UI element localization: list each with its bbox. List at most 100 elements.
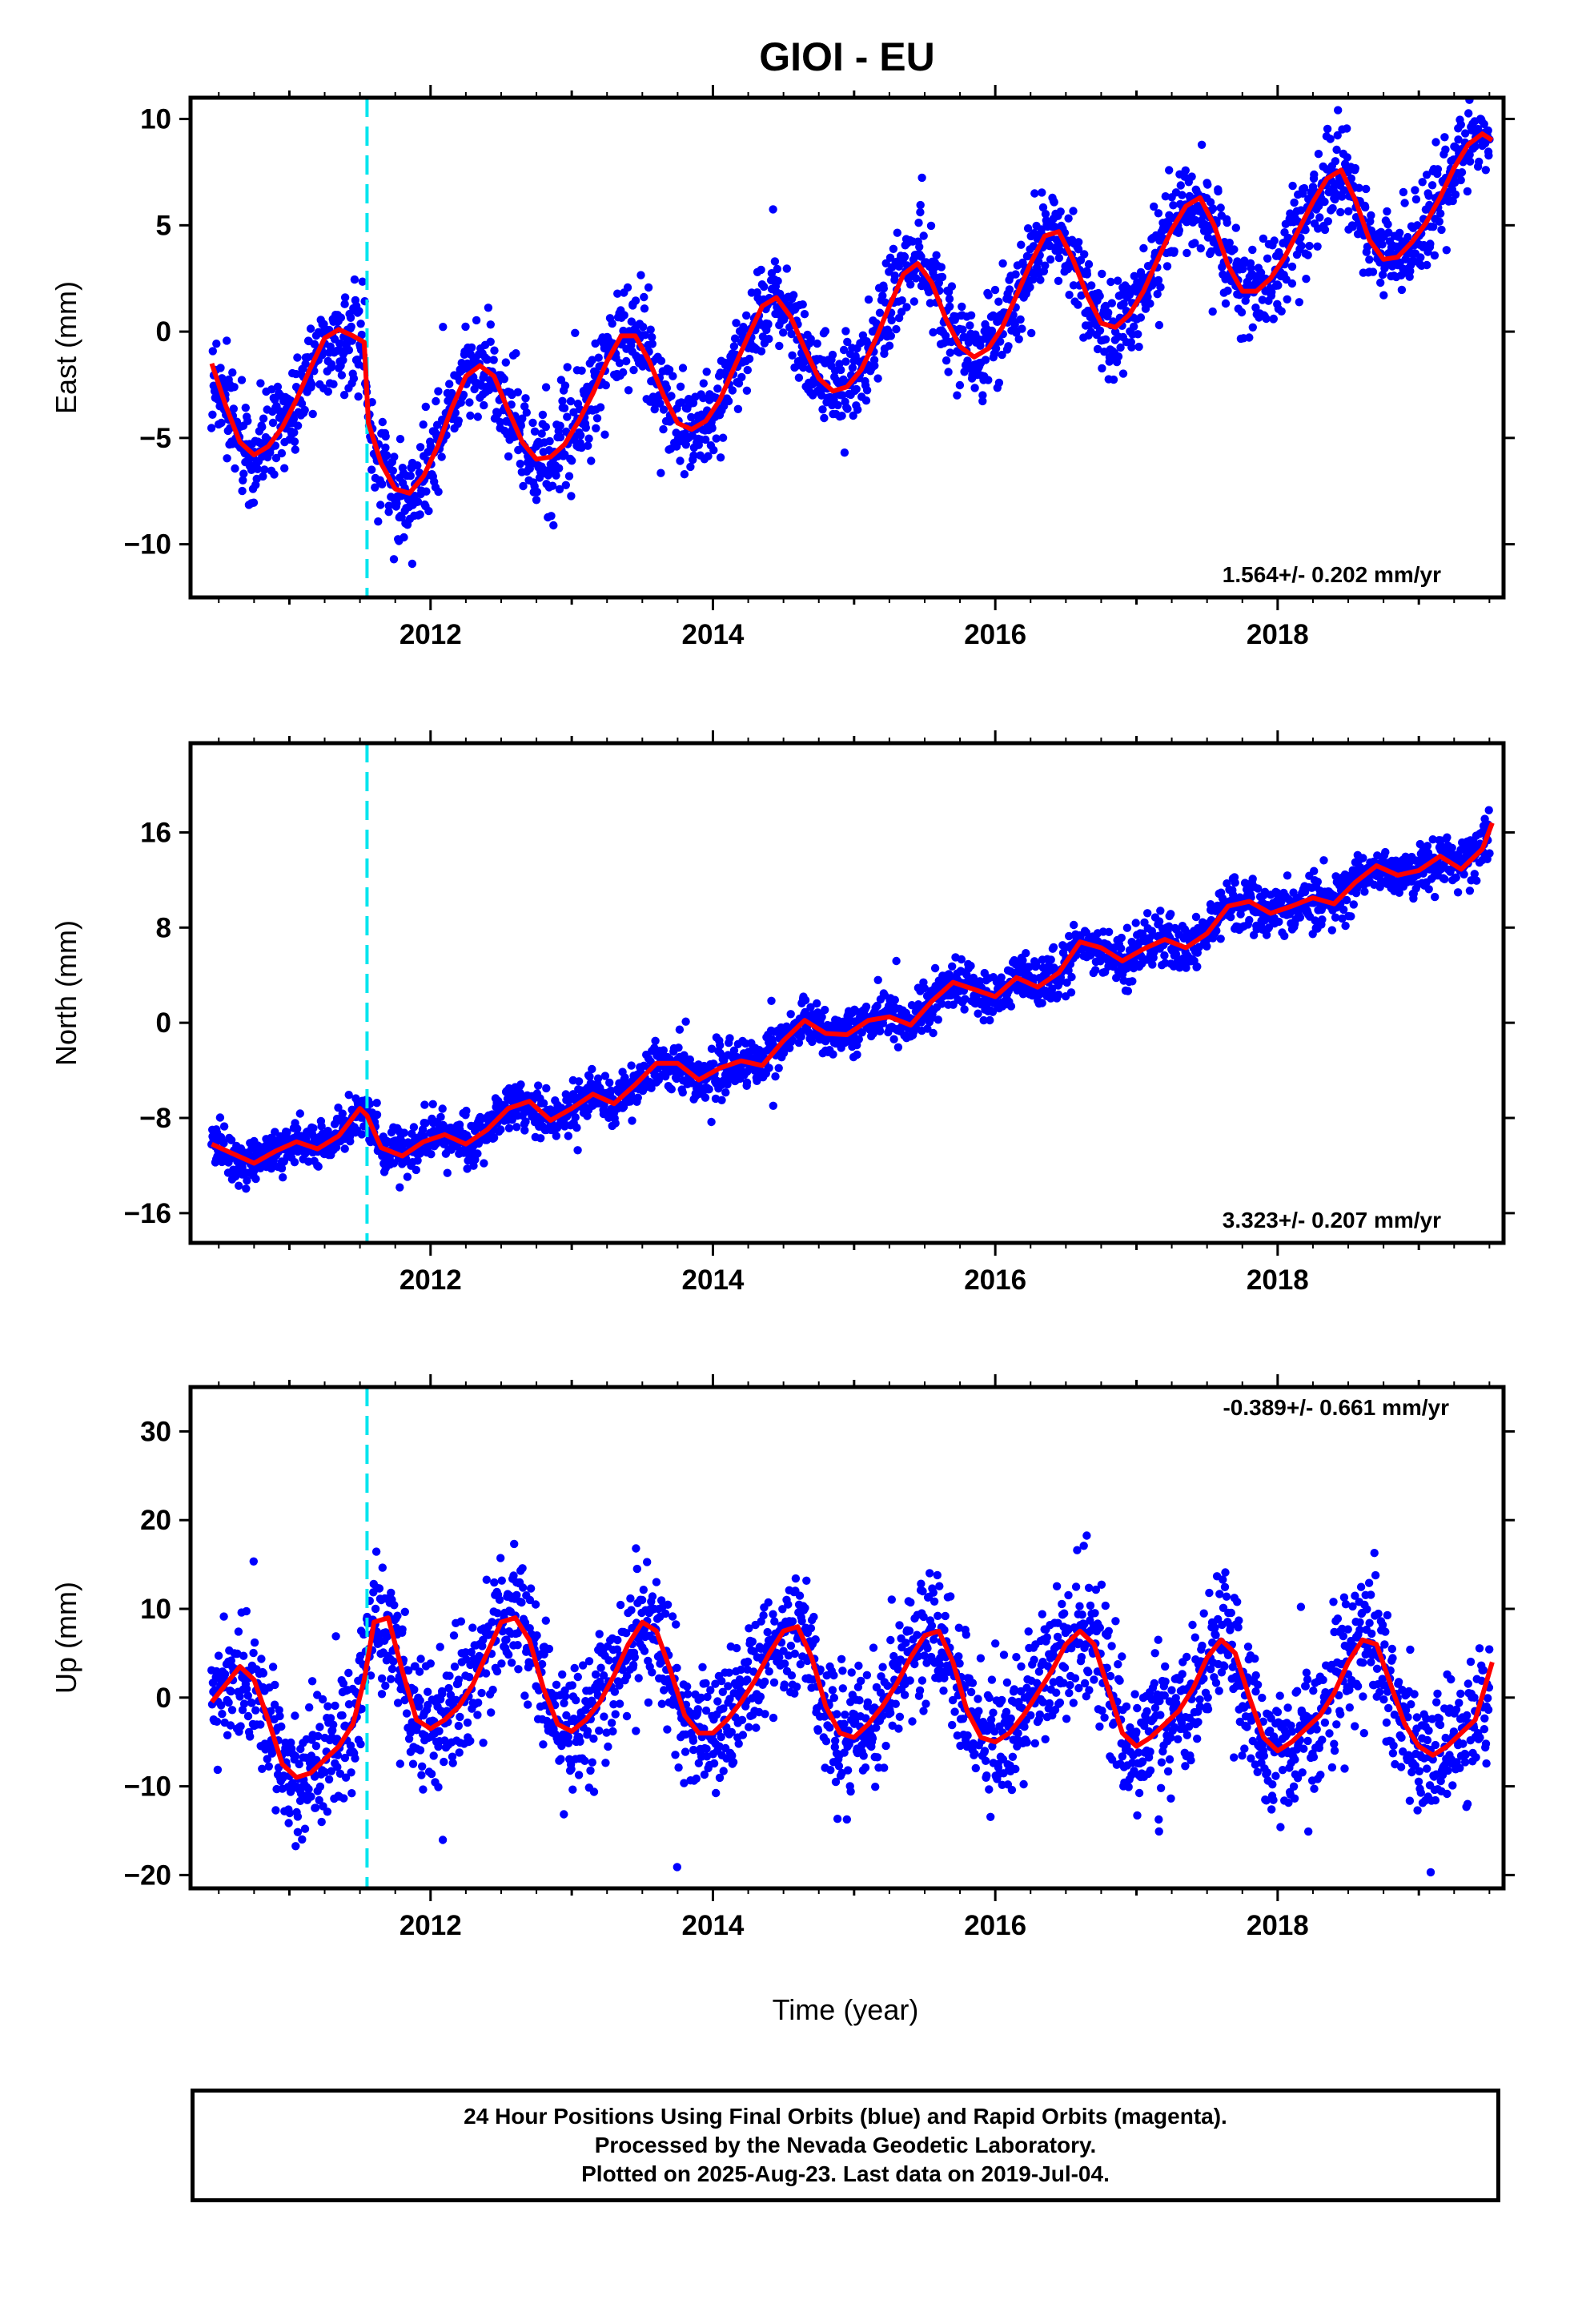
data-point xyxy=(1165,166,1174,175)
data-point xyxy=(628,1116,636,1125)
data-point xyxy=(813,999,821,1008)
data-point xyxy=(249,1557,258,1566)
data-point xyxy=(1368,267,1378,276)
data-point xyxy=(1320,225,1330,235)
data-point xyxy=(413,1156,422,1165)
data-point xyxy=(243,1711,253,1721)
data-point xyxy=(259,1669,268,1678)
data-point xyxy=(873,374,882,383)
data-point xyxy=(408,559,417,569)
data-point xyxy=(699,393,708,403)
data-point xyxy=(280,464,289,472)
data-point xyxy=(821,327,830,336)
data-point xyxy=(926,221,936,231)
data-point xyxy=(1437,225,1446,235)
data-point xyxy=(623,283,632,292)
data-point xyxy=(539,1099,548,1108)
data-point xyxy=(665,365,674,374)
data-point xyxy=(271,453,281,463)
data-point xyxy=(1206,198,1215,207)
data-point xyxy=(1130,322,1138,331)
data-point xyxy=(1362,184,1371,194)
data-point xyxy=(250,1638,259,1647)
data-point xyxy=(1464,109,1473,118)
north-model-curve xyxy=(211,822,1495,1166)
data-point xyxy=(1122,923,1132,932)
data-point xyxy=(759,282,769,292)
data-point xyxy=(1187,172,1196,181)
data-point xyxy=(1066,988,1076,997)
data-point xyxy=(707,1044,717,1053)
data-point xyxy=(476,1116,485,1124)
data-point xyxy=(988,1007,998,1016)
data-point xyxy=(247,1699,256,1707)
data-point xyxy=(588,356,596,364)
data-point xyxy=(1055,246,1064,255)
data-point xyxy=(764,320,773,328)
data-point xyxy=(243,1691,252,1700)
data-point xyxy=(1303,251,1312,259)
data-point xyxy=(406,472,415,480)
data-point xyxy=(797,1032,805,1041)
data-point xyxy=(1054,253,1064,263)
data-point xyxy=(220,1670,230,1679)
data-point xyxy=(1418,178,1427,187)
data-point xyxy=(1074,238,1083,247)
data-point xyxy=(314,1162,323,1171)
data-point xyxy=(1323,124,1332,134)
data-point xyxy=(1154,209,1163,218)
data-point xyxy=(568,456,576,465)
data-point xyxy=(1093,344,1102,354)
data-point xyxy=(958,302,966,312)
data-point xyxy=(335,339,344,348)
data-point xyxy=(212,1717,222,1726)
data-point xyxy=(340,293,350,302)
data-point xyxy=(212,1667,221,1676)
data-point xyxy=(400,1128,409,1137)
data-point xyxy=(837,365,845,375)
data-point xyxy=(592,424,600,432)
data-point xyxy=(521,394,530,403)
y-tick-label: −5 xyxy=(139,423,171,454)
data-point xyxy=(400,533,408,542)
data-point xyxy=(1104,927,1114,937)
data-point xyxy=(1403,232,1412,242)
data-point xyxy=(1098,269,1106,279)
data-point xyxy=(1301,226,1310,235)
data-point xyxy=(256,1720,265,1729)
data-point xyxy=(1136,313,1146,322)
data-point xyxy=(459,390,468,400)
data-point xyxy=(801,995,810,1005)
data-point xyxy=(1074,300,1082,309)
data-point xyxy=(1148,960,1157,969)
data-point xyxy=(1299,183,1309,193)
data-point xyxy=(1069,281,1078,290)
data-point xyxy=(902,303,911,312)
data-point xyxy=(925,287,934,296)
data-point xyxy=(504,452,513,461)
data-point xyxy=(1054,276,1063,285)
data-point xyxy=(214,1651,223,1660)
data-point xyxy=(1036,275,1045,284)
data-point xyxy=(889,1035,898,1043)
data-point xyxy=(432,396,440,406)
data-point xyxy=(829,1050,837,1059)
data-point xyxy=(651,1036,660,1046)
data-point xyxy=(725,1034,734,1043)
data-point xyxy=(1373,851,1382,860)
data-point xyxy=(606,1086,616,1096)
data-point xyxy=(979,1015,988,1025)
data-point xyxy=(223,336,231,345)
data-point xyxy=(428,1100,437,1109)
data-point xyxy=(1230,245,1239,254)
data-point xyxy=(346,313,355,322)
data-point xyxy=(1170,247,1178,255)
data-point xyxy=(1319,856,1328,865)
data-point xyxy=(1441,145,1450,154)
data-point xyxy=(1022,949,1030,958)
data-point xyxy=(1030,189,1039,198)
data-point xyxy=(1435,217,1444,226)
data-point xyxy=(1082,270,1092,279)
data-point xyxy=(537,429,546,438)
data-point xyxy=(875,308,885,317)
